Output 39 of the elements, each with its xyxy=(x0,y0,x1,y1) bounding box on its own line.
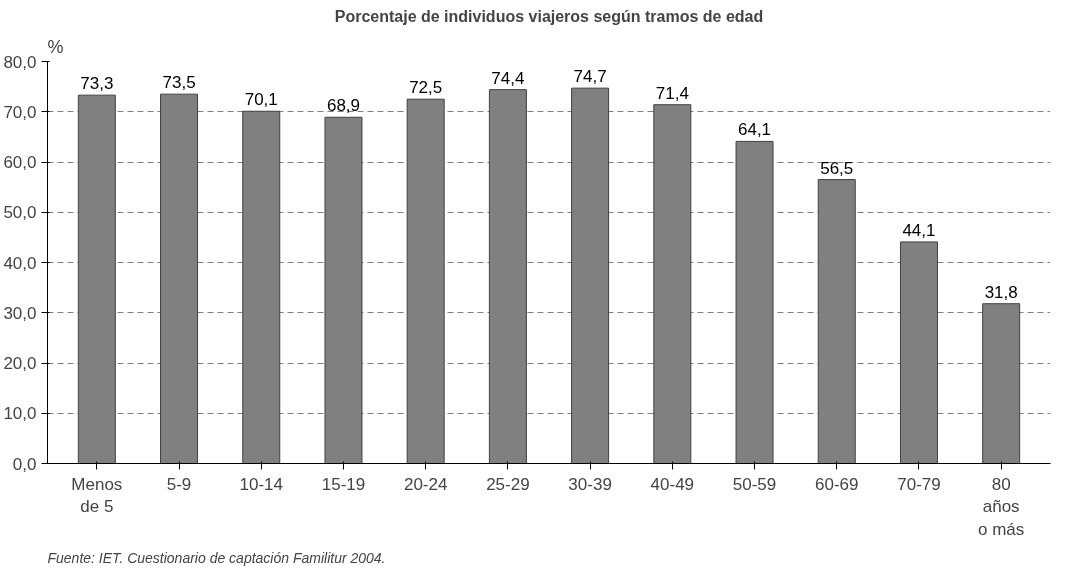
y-tick-label: 0,0 xyxy=(12,454,37,474)
data-label: 73,5 xyxy=(162,73,196,93)
y-tick-label: 80,0 xyxy=(3,52,37,72)
y-tick-label: 30,0 xyxy=(3,303,37,323)
y-axis-title: % xyxy=(47,36,64,57)
x-tick-label: 40-49 xyxy=(650,474,695,494)
x-tick-label: 60-69 xyxy=(815,474,859,494)
data-label: 74,4 xyxy=(491,68,525,88)
y-tick-label: 10,0 xyxy=(3,404,37,424)
source-note: Fuente: IET. Cuestionario de captación Familitur 2004. xyxy=(47,549,386,566)
data-label: 64,1 xyxy=(737,120,772,140)
data-label: 70,1 xyxy=(244,90,278,110)
x-tick-label: 20-24 xyxy=(403,474,448,494)
y-tick-label: 20,0 xyxy=(3,354,37,373)
data-label: 72,5 xyxy=(409,78,443,98)
x-tick-label: 50-59 xyxy=(732,474,777,494)
x-tick-label: 80 años o más xyxy=(978,474,1025,540)
data-label: 74,7 xyxy=(573,67,607,87)
x-tick-label: 70-79 xyxy=(897,474,941,494)
data-label: 31,8 xyxy=(984,282,1018,302)
y-tick-label: 40,0 xyxy=(3,253,37,273)
x-tick-label: 5-9 xyxy=(166,474,192,494)
data-label: 73,3 xyxy=(80,74,114,94)
data-label: 68,9 xyxy=(326,96,361,116)
x-tick-label: 10-14 xyxy=(239,474,283,494)
y-tick-label: 50,0 xyxy=(3,203,37,223)
bar xyxy=(406,98,445,464)
data-label: 71,4 xyxy=(655,83,689,103)
bar xyxy=(817,179,856,464)
chart-title: Porcentaje de individuos viajeros según tramos de edad xyxy=(334,7,764,25)
data-label: 56,5 xyxy=(820,158,854,178)
x-tick-label: 30-39 xyxy=(568,474,612,494)
y-tick-label: 70,0 xyxy=(3,102,37,122)
x-tick-label: 15-19 xyxy=(321,474,366,494)
x-tick-label: Menos de 5 xyxy=(71,474,123,517)
bar xyxy=(77,94,116,464)
data-label: 44,1 xyxy=(902,220,936,240)
y-tick-label: 60,0 xyxy=(3,153,37,172)
x-tick-label: 25-29 xyxy=(486,474,530,494)
